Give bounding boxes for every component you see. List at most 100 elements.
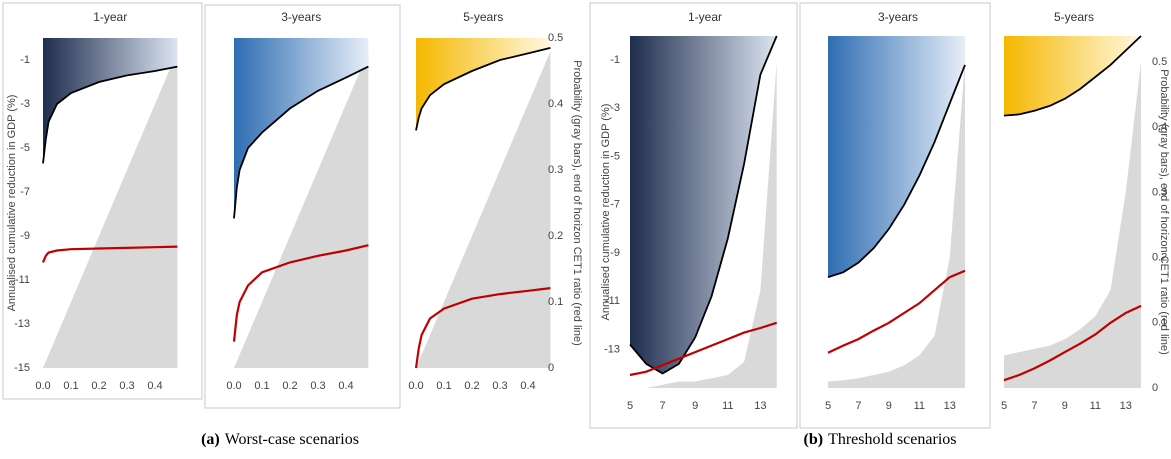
y2-tick-label: 0.2 <box>548 230 563 242</box>
cet1-line <box>1003 304 1142 382</box>
x-tick-label: 0.4 <box>520 380 535 392</box>
frontier-line <box>415 47 551 131</box>
x-tick-label: 11 <box>914 400 925 412</box>
y2-tick-label: 0.5 <box>548 32 563 44</box>
y-tick-label: -3 <box>610 102 620 114</box>
probability-area <box>234 51 369 368</box>
x-tick-label: 0.2 <box>464 380 479 392</box>
y2-tick-label: 0.1 <box>1152 317 1167 329</box>
caption: (b) Threshold scenarios <box>804 431 957 448</box>
scenario-area <box>1004 36 1141 116</box>
caption-text: Worst-case scenarios <box>225 431 359 448</box>
y-tick-label: -5 <box>610 150 620 162</box>
y-axis-label: Annualised cumulative reduction in GDP (… <box>600 104 612 321</box>
cet1-line <box>41 245 178 263</box>
scenario-area <box>630 36 777 374</box>
panel-frame <box>589 2 798 429</box>
panel-frame <box>2 2 203 400</box>
x-tick-label: 0.0 <box>35 380 50 392</box>
y2-tick-label: 0.3 <box>1152 186 1167 198</box>
caption-label: (b) <box>804 431 824 448</box>
y-tick-label: -9 <box>610 247 620 259</box>
panel-title: 3-years <box>281 10 321 24</box>
x-tick-label: 0.3 <box>119 380 134 392</box>
x-tick-label: 0.3 <box>492 380 507 392</box>
frontier-line <box>42 65 178 164</box>
y2-tick-label: 0.4 <box>1152 121 1167 133</box>
x-tick-label: 0.1 <box>436 380 451 392</box>
x-tick-label: 11 <box>722 400 733 412</box>
x-tick-label: 5 <box>1001 400 1007 412</box>
scenario-area <box>234 38 369 219</box>
y2-tick-label: 0.5 <box>1152 56 1167 68</box>
probability-area <box>630 62 777 388</box>
panel-frame <box>799 2 991 429</box>
x-tick-label: 11 <box>1090 400 1101 412</box>
x-tick-label: 0.2 <box>91 380 106 392</box>
y-tick-label: -11 <box>15 274 30 286</box>
x-tick-label: 9 <box>692 400 698 412</box>
cet1-line <box>827 269 966 354</box>
y-tick-label: -9 <box>20 230 30 242</box>
scenario-area <box>828 36 965 278</box>
y2-tick-label: 0.4 <box>548 98 563 110</box>
x-tick-label: 5 <box>825 400 831 412</box>
x-tick-label: 5 <box>627 400 633 412</box>
y-tick-label: -1 <box>610 54 620 66</box>
panel-title: 3-years <box>878 10 918 24</box>
x-tick-label: 7 <box>660 400 666 412</box>
y-tick-label: -7 <box>20 186 30 198</box>
y-tick-label: -15 <box>14 362 30 374</box>
x-tick-label: 9 <box>1062 400 1068 412</box>
cet1-line <box>414 287 551 369</box>
frontier-line <box>1003 35 1142 117</box>
x-tick-label: 0.3 <box>310 380 325 392</box>
y-tick-label: -13 <box>604 343 620 355</box>
caption-text: Threshold scenarios <box>828 431 956 448</box>
cet1-line <box>629 321 778 377</box>
y2-tick-label: 0.2 <box>1152 252 1167 264</box>
caption: (a) Worst-case scenarios <box>201 431 359 448</box>
y-tick-label: -7 <box>610 199 620 211</box>
x-tick-label: 13 <box>944 400 956 412</box>
panel-title: 1-year <box>688 10 722 24</box>
x-tick-label: 0.0 <box>408 380 423 392</box>
x-tick-label: 0.4 <box>338 380 353 392</box>
x-tick-label: 13 <box>1120 400 1132 412</box>
panel-frame <box>204 4 401 409</box>
probability-area <box>416 51 551 368</box>
probability-area <box>43 51 178 368</box>
x-tick-label: 9 <box>886 400 892 412</box>
y2-tick-label: 0.3 <box>548 164 563 176</box>
y-tick-label: -1 <box>20 54 30 66</box>
scenario-area <box>43 38 178 164</box>
cet1-line <box>232 244 369 342</box>
frontier-line <box>827 64 966 278</box>
scenario-area <box>416 38 551 131</box>
caption-label: (a) <box>201 431 220 448</box>
probability-area <box>1004 62 1141 388</box>
y2-axis-label: Probability (gray bars), end of horizon … <box>1158 69 1170 355</box>
panel-title: 5-years <box>1054 10 1094 24</box>
y-tick-label: -3 <box>20 98 30 110</box>
panel-title: 5-years <box>463 10 503 24</box>
frontier-line <box>233 65 369 219</box>
panel-title: 1-year <box>93 10 127 24</box>
y2-tick-label: 0.1 <box>548 296 563 308</box>
y-tick-label: -13 <box>14 318 30 330</box>
x-tick-label: 0.2 <box>282 380 297 392</box>
probability-area <box>828 62 965 388</box>
x-tick-label: 0.4 <box>147 380 162 392</box>
y-axis-label: Annualised cumulative reduction in GDP (… <box>6 95 18 312</box>
x-tick-label: 13 <box>754 400 766 412</box>
y2-tick-label: 0 <box>548 362 554 374</box>
y2-tick-label: 0 <box>1152 382 1158 394</box>
x-tick-label: 0.1 <box>63 380 78 392</box>
x-tick-label: 0.0 <box>226 380 241 392</box>
y-tick-label: -5 <box>20 142 30 154</box>
x-tick-label: 7 <box>855 400 861 412</box>
y-tick-label: -11 <box>605 295 620 307</box>
y2-axis-label: Probability (gray bars), end of horizon … <box>571 60 583 346</box>
x-tick-label: 0.1 <box>254 380 269 392</box>
